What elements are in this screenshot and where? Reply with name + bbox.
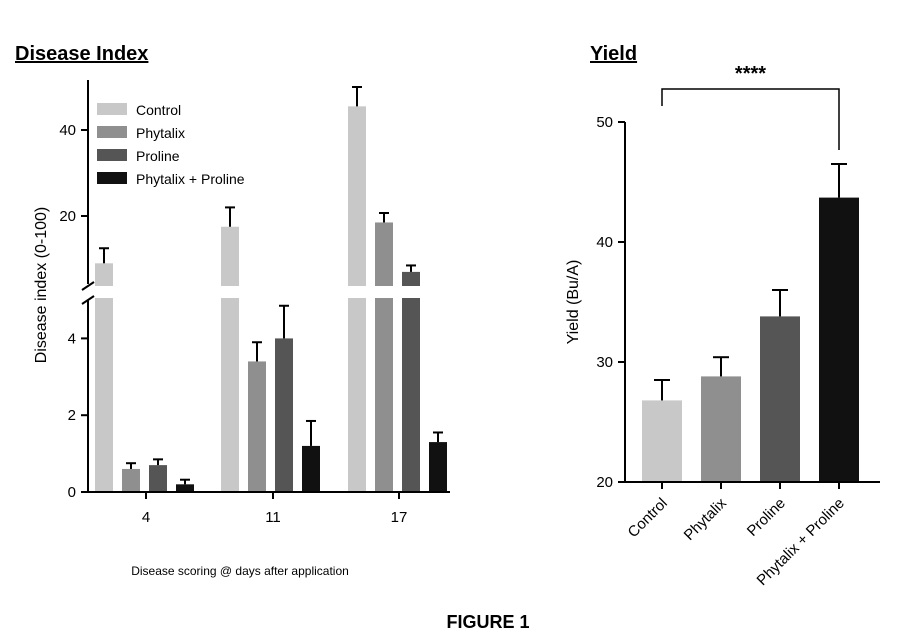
di-x-tick-label-4: 4 — [142, 509, 150, 526]
bar-control-day-4 — [95, 263, 113, 492]
bar-proline-day-11 — [275, 338, 293, 492]
disease-index-chart: Disease Index 0 2 4 20 40 4 11 17 Control Phytal… — [15, 43, 456, 578]
bar-proline-day-17 — [402, 271, 420, 492]
yield-x-tick-label-proline: Proline — [744, 495, 789, 540]
significance-label: **** — [735, 63, 766, 85]
bar-control-day-11 — [221, 226, 239, 492]
yield-title: Yield — [590, 43, 637, 65]
disease-index-axis: 0 2 4 20 40 4 11 17 — [59, 80, 450, 526]
bar-proline-day-4 — [149, 465, 167, 492]
legend-swatch-phytalix-proline — [97, 172, 127, 184]
bar-phytalix-day-11 — [248, 361, 266, 492]
figure-caption: FIGURE 1 — [446, 612, 529, 632]
legend-label-control: Control — [136, 102, 181, 118]
significance-bracket-line — [661, 88, 840, 150]
bar-phytalix-proline-day-4 — [176, 484, 194, 492]
axis-break-mark-bottom — [81, 295, 95, 305]
di-y-tick-label-20: 20 — [59, 208, 76, 225]
yield-bar-phytalix — [701, 376, 741, 482]
disease-index-legend: Control Phytalix Proline Phytalix + Proline — [97, 102, 245, 187]
axis-break-gap — [76, 286, 456, 298]
di-x-tick-label-17: 17 — [391, 509, 408, 526]
di-x-tick-label-11: 11 — [265, 509, 281, 526]
yield-x-tick-label-phytalix: Phytalix — [681, 494, 731, 544]
legend-label-proline: Proline — [136, 148, 180, 164]
yield-bar-phytalix-proline — [819, 197, 859, 482]
yield-significance-bracket: **** — [661, 63, 840, 150]
bar-phytalix-proline-day-17 — [429, 442, 447, 492]
disease-index-title: Disease Index — [15, 43, 148, 65]
di-y-tick-label-4: 4 — [68, 330, 76, 347]
yield-bar-proline — [760, 316, 800, 482]
yield-x-tick-label-control: Control — [625, 495, 671, 541]
di-y-tick-label-0: 0 — [68, 484, 76, 501]
axis-break-mark-top — [81, 281, 95, 291]
yield-y-tick-label-20: 20 — [596, 474, 613, 491]
di-y-tick-label-2: 2 — [68, 407, 76, 424]
yield-bars — [642, 163, 859, 482]
bar-control-day-17 — [348, 106, 366, 492]
legend-swatch-control — [97, 103, 127, 115]
di-y-tick-label-40: 40 — [59, 122, 76, 139]
yield-y-axis-label: Yield (Bu/A) — [565, 260, 582, 345]
bar-phytalix-day-17 — [375, 222, 393, 492]
disease-index-y-axis-label: Disease index (0-100) — [33, 207, 50, 364]
legend-label-phytalix-proline: Phytalix + Proline — [136, 171, 245, 187]
yield-y-tick-label-30: 30 — [596, 354, 613, 371]
bar-phytalix-proline-day-11 — [302, 445, 320, 492]
legend-label-phytalix: Phytalix — [136, 125, 185, 141]
yield-bar-control — [642, 400, 682, 482]
yield-y-tick-label-40: 40 — [596, 234, 613, 251]
yield-y-tick-label-50: 50 — [596, 114, 613, 131]
bar-phytalix-day-4 — [122, 468, 140, 492]
legend-swatch-proline — [97, 149, 127, 161]
disease-index-bars — [76, 86, 456, 492]
disease-index-x-axis-label: Disease scoring @ days after application — [131, 564, 349, 578]
legend-swatch-phytalix — [97, 126, 127, 138]
